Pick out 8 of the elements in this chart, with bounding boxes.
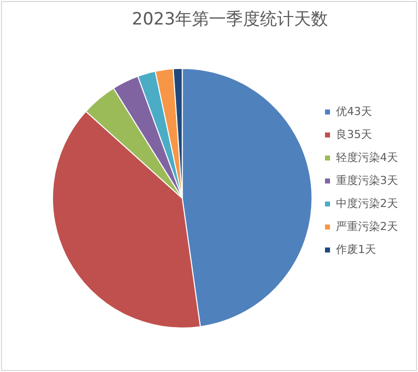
legend-label: 轻度污染4天 [336, 150, 398, 164]
legend-label: 中度污染2天 [336, 196, 398, 210]
chart-title: 2023年第一季度统计天数 [132, 10, 328, 30]
legend-label: 优43天 [336, 104, 372, 118]
legend-label: 作废1天 [335, 242, 376, 256]
legend-label: 严重污染2天 [336, 220, 398, 233]
legend-label: 良35天 [336, 128, 372, 141]
legend-label: 重度污染3天 [336, 174, 398, 187]
